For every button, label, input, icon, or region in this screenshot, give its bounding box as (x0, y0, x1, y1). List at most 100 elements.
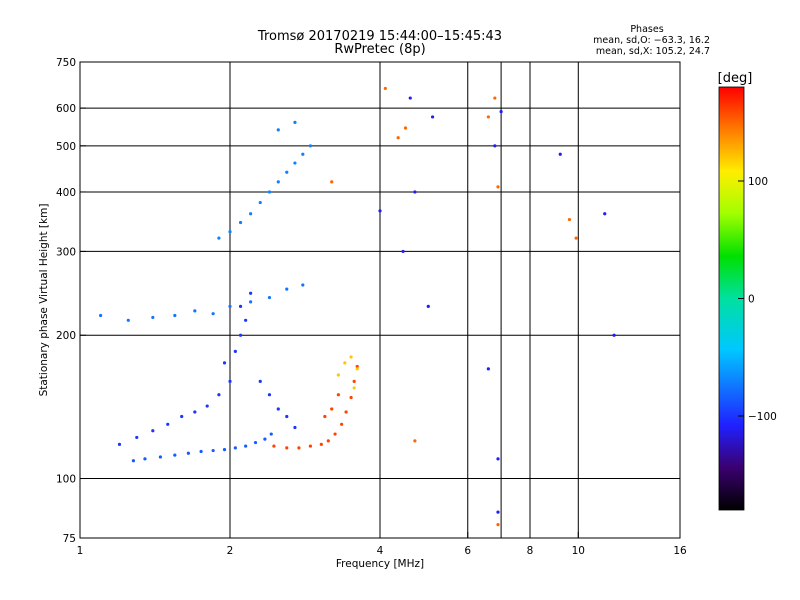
data-point (326, 439, 330, 443)
data-point (301, 283, 305, 287)
data-point (343, 361, 347, 365)
data-point (355, 367, 359, 371)
data-point (244, 318, 248, 322)
colorbar-tick-label: 100 (748, 176, 768, 188)
data-point (352, 379, 356, 383)
data-point (199, 449, 203, 454)
data-point (173, 453, 177, 457)
y-tick-label: 500 (56, 141, 76, 153)
data-point (253, 440, 258, 445)
phases-o-stats: mean, sd,O: −63.3, 16.2 (593, 35, 710, 46)
data-point (193, 410, 197, 414)
data-point (612, 333, 616, 337)
data-point (238, 333, 243, 337)
data-point (285, 414, 289, 419)
data-point (258, 200, 262, 205)
data-point (340, 422, 344, 426)
data-point (238, 304, 243, 308)
data-point (217, 393, 221, 397)
data-point (603, 212, 607, 216)
data-point (135, 435, 139, 440)
y-tick-label: 400 (56, 187, 76, 199)
data-point (228, 230, 232, 234)
data-point (117, 442, 122, 446)
data-point (269, 432, 273, 436)
chart-title: Tromsø 20170219 15:44:00–15:45:43 (257, 29, 502, 44)
x-axis-label: Frequency [MHz] (336, 558, 424, 570)
data-point (238, 220, 243, 225)
data-point (249, 291, 253, 295)
data-point (493, 144, 497, 148)
data-point (349, 355, 353, 359)
data-point (267, 393, 272, 397)
data-point (267, 190, 272, 194)
y-axis-ticks: 75 100 200 300 400 500 600 750 (56, 57, 86, 545)
data-point (143, 457, 147, 461)
data-point (401, 249, 405, 254)
data-point (413, 439, 417, 443)
data-point (330, 407, 334, 411)
data-points (99, 86, 616, 527)
data-point (249, 212, 253, 216)
data-point (308, 144, 313, 148)
data-point (131, 459, 136, 463)
data-point (276, 407, 280, 411)
data-point (336, 373, 340, 377)
chart-subtitle: RwPretec (8p) (334, 42, 425, 57)
data-point (430, 115, 435, 119)
data-point (396, 136, 400, 140)
grid-lines (80, 62, 680, 538)
data-point (319, 442, 323, 446)
data-point (285, 170, 289, 174)
data-point (285, 446, 289, 450)
data-point (217, 236, 221, 240)
data-point (249, 300, 253, 304)
x-axis-ticks: 1 2 4 6 8 10 16 (77, 532, 687, 557)
data-point (336, 393, 340, 397)
data-point (151, 315, 155, 320)
data-point (496, 457, 500, 461)
x-tick-label: 16 (673, 545, 687, 557)
colorbar-tick-label: 0 (748, 294, 755, 306)
colorbar (718, 86, 745, 511)
colorbar-label: [deg] (718, 71, 753, 86)
data-point (293, 161, 297, 165)
data-point (222, 361, 227, 365)
data-point (355, 364, 359, 369)
data-point (349, 395, 353, 400)
data-point (308, 444, 313, 448)
data-point (126, 318, 130, 322)
data-point (285, 287, 289, 291)
x-tick-label: 8 (527, 545, 534, 557)
data-point (272, 444, 276, 448)
data-point (211, 312, 215, 316)
y-tick-label: 75 (63, 533, 76, 545)
data-point (567, 217, 572, 222)
data-point (558, 152, 562, 156)
data-point (258, 379, 262, 383)
data-point (413, 190, 417, 194)
data-point (233, 349, 237, 353)
colorbar-ticks: 100 0 −100 (738, 176, 777, 423)
data-point (403, 126, 408, 130)
data-point (344, 410, 348, 414)
data-point (378, 209, 382, 213)
x-tick-label: 1 (77, 545, 84, 557)
data-point (426, 304, 430, 308)
y-tick-label: 300 (56, 246, 76, 258)
data-point (293, 425, 297, 430)
data-point (323, 414, 327, 419)
data-point (228, 304, 232, 308)
data-point (499, 110, 503, 114)
data-point (496, 510, 500, 514)
data-point (276, 128, 280, 132)
y-tick-label: 600 (56, 103, 76, 115)
x-tick-label: 2 (227, 545, 234, 557)
data-point (496, 185, 500, 189)
data-point (263, 437, 267, 441)
data-point (166, 422, 170, 426)
data-point (276, 180, 280, 184)
y-tick-label: 750 (56, 57, 76, 69)
data-point (173, 313, 177, 318)
